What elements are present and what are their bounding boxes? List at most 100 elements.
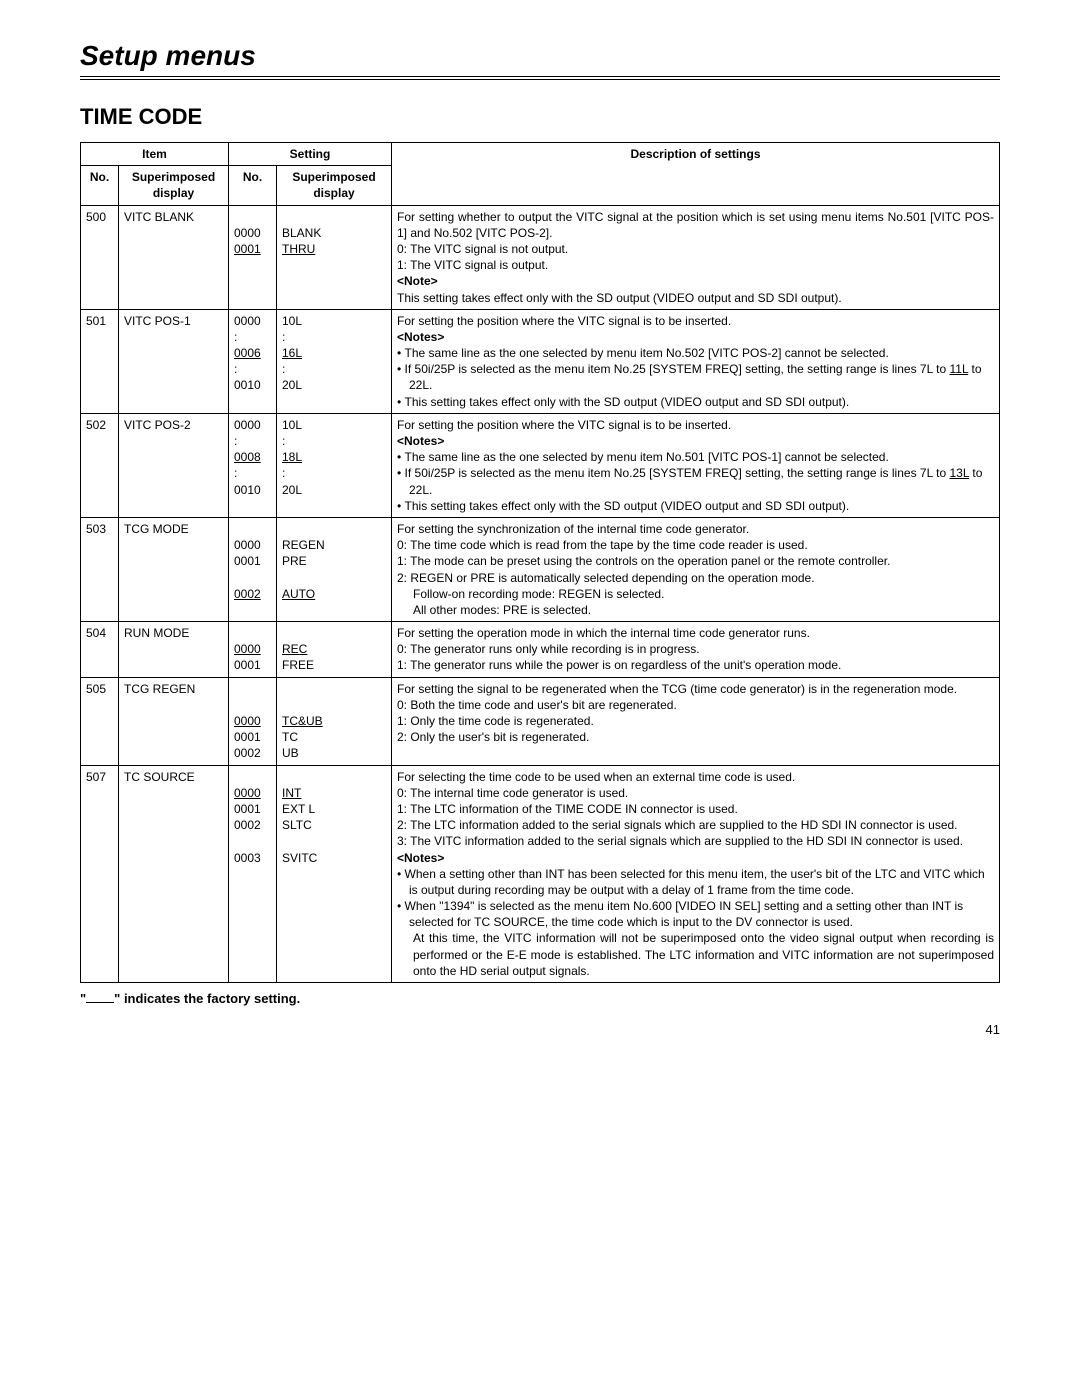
desc-numbered: 0: The time code which is read from the … [397, 537, 994, 553]
desc-line: <Notes> [397, 433, 994, 449]
setting-value: : [282, 466, 285, 480]
setting-value: UB [282, 746, 299, 760]
cell-desc: For selecting the time code to be used w… [392, 765, 1000, 982]
section-title: TIME CODE [80, 104, 1000, 130]
table-row: 502 VITC POS-2 0000:0008:0010 10L:18L:20… [81, 413, 1000, 517]
setting-value [282, 834, 285, 848]
setting-value: AUTO [282, 587, 315, 601]
cell-no: 502 [81, 413, 119, 517]
header-rule [80, 76, 1000, 80]
setting-value: BLANK [282, 226, 321, 240]
desc-bullet: If 50i/25P is selected as the menu item … [397, 465, 994, 497]
setting-value [234, 698, 237, 712]
setting-value [234, 834, 237, 848]
setting-value [234, 626, 237, 640]
setting-value: 10L [282, 314, 302, 328]
cell-setting-disp: RECFREE [277, 622, 392, 678]
setting-value [282, 682, 285, 696]
desc-line: For setting the signal to be regenerated… [397, 681, 994, 697]
page-header: Setup menus [80, 40, 1000, 72]
th-no1: No. [81, 166, 119, 205]
cell-setting-no: 00000001 [229, 622, 277, 678]
setting-value: REGEN [282, 538, 325, 552]
desc-numbered: 2: The LTC information added to the seri… [397, 817, 994, 833]
cell-no: 507 [81, 765, 119, 982]
th-item: Item [81, 143, 229, 166]
setting-value [282, 698, 285, 712]
cell-no: 504 [81, 622, 119, 678]
cell-setting-no: 000000010002 [229, 677, 277, 765]
table-row: 505 TCG REGEN 000000010002 TC&UBTCUB For… [81, 677, 1000, 765]
setting-value: 0002 [234, 818, 261, 832]
setting-value: : [234, 434, 237, 448]
table-row: 504 RUN MODE 00000001 RECFREE For settin… [81, 622, 1000, 678]
page-number: 41 [80, 1022, 1000, 1037]
desc-numbered: 0: The generator runs only while recordi… [397, 641, 994, 657]
desc-line: For selecting the time code to be used w… [397, 769, 994, 785]
cell-setting-no: 0000: 0006: 0010 [229, 309, 277, 413]
setting-value [282, 770, 285, 784]
setting-value: 0001 [234, 658, 261, 672]
setting-value: : [282, 434, 285, 448]
cell-setting-no: 000000010002 0003 [229, 765, 277, 982]
desc-bullet: This setting takes effect only with the … [397, 498, 994, 514]
setting-value: 0000 [234, 538, 261, 552]
cell-setting-disp: INTEXT LSLTC SVITC [277, 765, 392, 982]
cell-item: TC SOURCE [119, 765, 229, 982]
desc-numbered: 3: The VITC information added to the ser… [397, 833, 994, 849]
footnote-blank [86, 1002, 114, 1003]
table-row: 501 VITC POS-1 0000:0006:0010 10L:16L:20… [81, 309, 1000, 413]
desc-numbered: 0: Both the time code and user's bit are… [397, 697, 994, 713]
footnote-prefix: " [80, 991, 86, 1006]
th-desc: Description of settings [392, 143, 1000, 206]
setting-value: 0000 [234, 786, 261, 800]
desc-line: <Notes> [397, 850, 994, 866]
cell-item: TCG MODE [119, 517, 229, 621]
setting-value [234, 571, 237, 585]
table-body: 500 VITC BLANK 00000001 BLANKTHRU For se… [81, 205, 1000, 982]
settings-table: Item Setting Description of settings No.… [80, 142, 1000, 983]
cell-setting-disp: BLANKTHRU [277, 205, 392, 309]
setting-value: 10L [282, 418, 302, 432]
setting-value: : [234, 362, 237, 376]
cell-setting-disp: 10L: 18L: 20L [277, 413, 392, 517]
setting-value: 20L [282, 483, 302, 497]
cell-item: TCG REGEN [119, 677, 229, 765]
setting-value: 18L [282, 450, 302, 464]
desc-bullet: The same line as the one selected by men… [397, 449, 994, 465]
setting-value [234, 210, 237, 224]
desc-numbered: 1: The mode can be preset using the cont… [397, 553, 994, 569]
cell-item: VITC POS-2 [119, 413, 229, 517]
th-no2: No. [229, 166, 277, 205]
cell-setting-no: 0000:0008:0010 [229, 413, 277, 517]
cell-desc: For setting whether to output the VITC s… [392, 205, 1000, 309]
setting-value: 0000 [234, 314, 261, 328]
setting-value: : [282, 330, 285, 344]
setting-value: TC&UB [282, 714, 323, 728]
setting-value: 0006 [234, 346, 261, 360]
desc-bullet: When "1394" is selected as the menu item… [397, 898, 994, 930]
cell-no: 501 [81, 309, 119, 413]
setting-value: : [234, 330, 237, 344]
setting-value: 0010 [234, 483, 261, 497]
cell-no: 503 [81, 517, 119, 621]
desc-indent: Follow-on recording mode: REGEN is selec… [397, 586, 994, 602]
desc-bullet: When a setting other than INT has been s… [397, 866, 994, 898]
th-super1: Superimposed display [119, 166, 229, 205]
desc-numbered: 1: The LTC information of the TIME CODE … [397, 801, 994, 817]
cell-desc: For setting the signal to be regenerated… [392, 677, 1000, 765]
cell-no: 505 [81, 677, 119, 765]
cell-desc: For setting the position where the VITC … [392, 309, 1000, 413]
desc-numbered: 1: Only the time code is regenerated. [397, 713, 994, 729]
setting-value [282, 626, 285, 640]
setting-value: INT [282, 786, 301, 800]
setting-value: 0003 [234, 851, 261, 865]
setting-value: 0002 [234, 587, 261, 601]
cell-no: 500 [81, 205, 119, 309]
cell-desc: For setting the operation mode in which … [392, 622, 1000, 678]
setting-value: 0010 [234, 378, 261, 392]
desc-numbered: 2: REGEN or PRE is automatically selecte… [397, 570, 994, 586]
cell-item: RUN MODE [119, 622, 229, 678]
cell-desc: For setting the position where the VITC … [392, 413, 1000, 517]
table-row: 500 VITC BLANK 00000001 BLANKTHRU For se… [81, 205, 1000, 309]
